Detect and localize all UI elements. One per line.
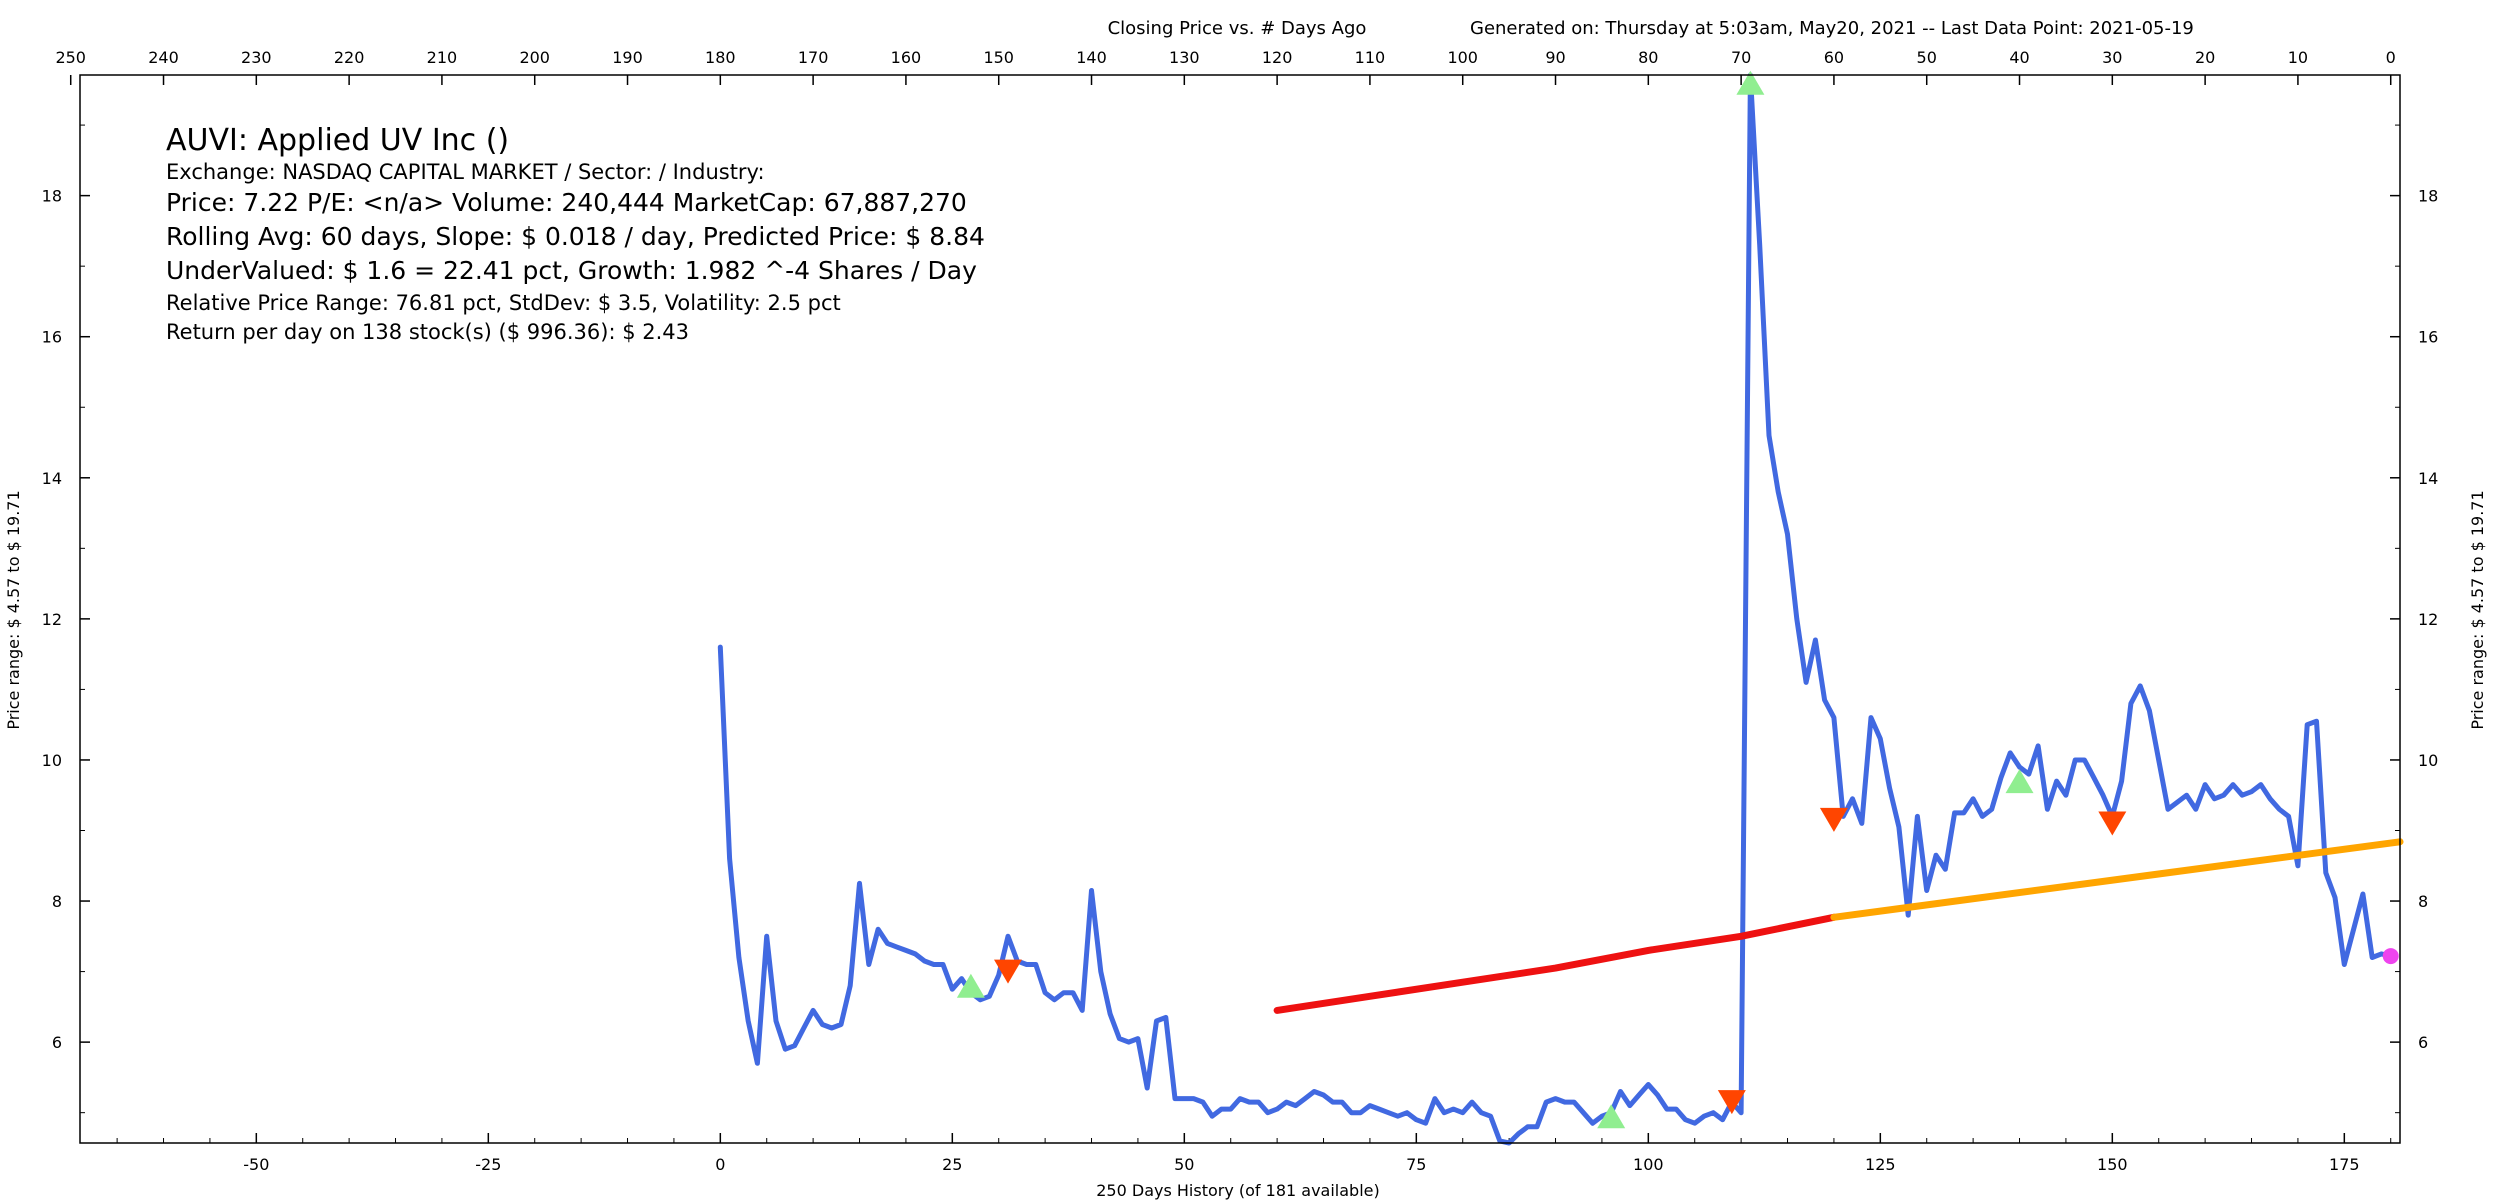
x-top-tick-label: 20 — [2195, 48, 2215, 67]
y-right-tick-label: 12 — [2418, 610, 2438, 629]
x-top-tick-label: 110 — [1355, 48, 1386, 67]
y-right-tick-label: 14 — [2418, 469, 2438, 488]
x-top-tick-label: 90 — [1545, 48, 1565, 67]
y-left-tick-label: 6 — [52, 1033, 62, 1052]
x-top-tick-label: 100 — [1447, 48, 1478, 67]
x-top-tick-label: 250 — [55, 48, 86, 67]
buy-marker — [956, 973, 985, 998]
y-right-tick-label: 16 — [2418, 328, 2438, 347]
x-bottom-tick-label: 0 — [715, 1155, 725, 1174]
x-bottom-tick-label: -25 — [475, 1155, 501, 1174]
y-left-tick-label: 16 — [42, 328, 62, 347]
y-left-tick-label: 12 — [42, 610, 62, 629]
rolling-line: Rolling Avg: 60 days, Slope: $ 0.018 / d… — [166, 222, 985, 251]
x-bottom-tick-label: 125 — [1865, 1155, 1896, 1174]
y-right-tick-label: 6 — [2418, 1033, 2428, 1052]
return-line: Return per day on 138 stock(s) ($ 996.36… — [166, 320, 689, 344]
x-top-tick-label: 210 — [427, 48, 458, 67]
y-right-tick-label: 8 — [2418, 892, 2428, 911]
x-top-tick-label: 10 — [2288, 48, 2308, 67]
series-line-rolling-past — [1273, 913, 1838, 1014]
exchange-line: Exchange: NASDAQ CAPITAL MARKET / Sector… — [166, 160, 765, 184]
x-top-tick-label: 240 — [148, 48, 179, 67]
x-top-tick-label: 150 — [983, 48, 1014, 67]
sell-marker — [1819, 807, 1848, 832]
y-right-tick-label: 18 — [2418, 187, 2438, 206]
x-top-tick-label: 170 — [798, 48, 829, 67]
x-top-tick-label: 40 — [2009, 48, 2029, 67]
x-top-tick-label: 80 — [1638, 48, 1658, 67]
x-bottom-tick-label: 175 — [2329, 1155, 2360, 1174]
x-top-tick-label: 120 — [1262, 48, 1293, 67]
y-left-tick-label: 8 — [52, 892, 62, 911]
buy-marker — [1597, 1104, 1626, 1129]
x-bottom-tick-label: 150 — [2097, 1155, 2128, 1174]
buy-marker — [1736, 70, 1765, 95]
y-left-tick-label: 10 — [42, 751, 62, 770]
x-top-tick-label: 220 — [334, 48, 365, 67]
range-line: Relative Price Range: 76.81 pct, StdDev:… — [166, 291, 841, 315]
x-top-tick-label: 130 — [1169, 48, 1200, 67]
undervalued-line: UnderValued: $ 1.6 = 22.41 pct, Growth: … — [166, 256, 977, 285]
x-top-tick-label: 180 — [705, 48, 736, 67]
x-top-tick-label: 70 — [1731, 48, 1751, 67]
x-top-tick-label: 160 — [891, 48, 922, 67]
y-axis-label-left: Price range: $ 4.57 to $ 19.71 — [4, 490, 23, 729]
x-top-tick-label: 190 — [612, 48, 643, 67]
axis-ticks — [69, 75, 2400, 1143]
series-line-rolling-future — [1830, 838, 2404, 921]
sell-marker — [1717, 1090, 1746, 1115]
x-bottom-tick-label: 75 — [1406, 1155, 1426, 1174]
x-bottom-tick-label: 25 — [942, 1155, 962, 1174]
x-bottom-tick-label: 100 — [1633, 1155, 1664, 1174]
price-line: Price: 7.22 P/E: <n/a> Volume: 240,444 M… — [166, 188, 967, 217]
x-top-tick-label: 60 — [1824, 48, 1844, 67]
x-bottom-tick-label: -50 — [243, 1155, 269, 1174]
stock-title: AUVI: Applied UV Inc () — [166, 123, 509, 158]
x-top-tick-label: 230 — [241, 48, 272, 67]
x-top-tick-label: 0 — [2386, 48, 2396, 67]
sell-marker — [2098, 811, 2127, 836]
plot-frame — [79, 74, 2401, 1144]
y-left-tick-label: 18 — [42, 187, 62, 206]
x-top-tick-label: 200 — [519, 48, 550, 67]
y-right-tick-label: 10 — [2418, 751, 2438, 770]
x-bottom-tick-label: 50 — [1174, 1155, 1194, 1174]
x-top-tick-label: 30 — [2102, 48, 2122, 67]
x-axis-label: 250 Days History (of 181 available) — [1096, 1181, 1379, 1200]
y-left-tick-label: 14 — [42, 469, 62, 488]
generated-line: Generated on: Thursday at 5:03am, May20,… — [1470, 18, 2194, 39]
sell-marker — [994, 959, 1022, 984]
buy-marker — [2005, 769, 2034, 794]
last-price-marker — [2382, 948, 2399, 965]
plot-markers — [956, 70, 2399, 1129]
x-top-tick-label: 140 — [1076, 48, 1107, 67]
x-top-tick-label: 50 — [1917, 48, 1937, 67]
chart-title: Closing Price vs. # Days Ago — [1108, 18, 1367, 39]
y-axis-label-right: Price range: $ 4.57 to $ 19.71 — [2468, 490, 2487, 729]
